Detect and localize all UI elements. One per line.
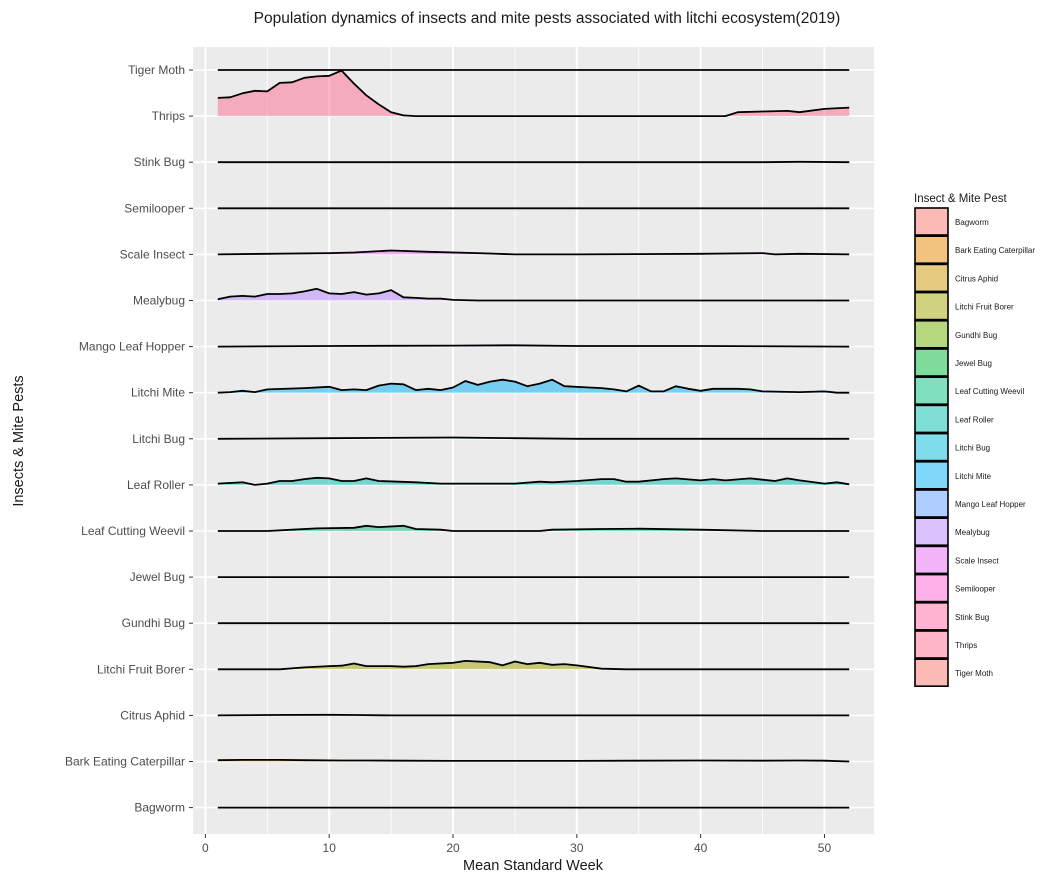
y-axis-ticks: Bagworm Bark Eating Caterpillar Citrus Aph…	[65, 63, 193, 815]
y-tick-label: Tiger Moth	[128, 63, 185, 77]
legend-label: Citrus Aphid	[955, 274, 998, 283]
y-axis-title: Insects & Mite Pests	[11, 375, 27, 506]
y-tick-label: Thrips	[152, 109, 185, 123]
ridge-line-leaf-cutting-weevil	[217, 524, 850, 532]
legend-label: Stink Bug	[955, 613, 989, 622]
ridge-line-thrips	[217, 69, 850, 117]
legend-label: Mealybug	[955, 528, 990, 537]
legend-label: Litchi Fruit Borer	[955, 303, 1014, 312]
y-tick-label: Mango Leaf Hopper	[79, 340, 185, 354]
legend-label: Scale Insect	[955, 556, 999, 565]
ridge-line-scale-insect	[217, 249, 850, 256]
y-tick-label: Litchi Mite	[131, 386, 185, 400]
y-tick-label: Scale Insect	[120, 247, 186, 261]
legend-label: Leaf Roller	[955, 415, 994, 424]
legend-swatch	[914, 376, 949, 406]
y-tick-label: Citrus Aphid	[120, 708, 185, 722]
ridge-fill-mealybug	[217, 288, 850, 301]
legend-swatch	[914, 517, 949, 547]
y-tick-label: Stink Bug	[134, 155, 185, 169]
legend-label: Semilooper	[955, 585, 996, 594]
ridge-line-mango-leaf-hopper	[217, 344, 850, 348]
legend-swatch	[914, 489, 949, 518]
x-axis-title: Mean Standard Week	[463, 858, 604, 874]
ridge-line-litchi-mite	[217, 378, 850, 394]
ridgelines	[217, 69, 850, 809]
legend-swatch	[914, 207, 949, 236]
ridge-line-mealybug	[217, 287, 850, 302]
legend-swatch	[914, 601, 949, 631]
ridge-line-bark-eating-caterpillar	[217, 759, 850, 763]
legend-swatch	[914, 432, 949, 462]
y-tick-label: Jewel Bug	[130, 570, 185, 584]
legend-label: Bagworm	[955, 218, 989, 227]
y-tick-label: Leaf Roller	[127, 478, 185, 492]
legend-swatch	[914, 630, 949, 659]
legend-label: Tiger Moth	[955, 669, 993, 678]
y-tick-label: Gundhi Bug	[122, 616, 185, 630]
ridge-fill-leaf-roller	[217, 477, 850, 485]
legend-label: Litchi Mite	[955, 472, 992, 481]
legend-swatch	[914, 460, 949, 490]
y-tick-label: Litchi Bug	[132, 432, 185, 446]
legend-label: Leaf Cutting Weevil	[955, 387, 1024, 396]
legend-swatch	[914, 404, 949, 434]
legend-title: Insect & Mite Pest	[914, 193, 1007, 205]
ridge-line-litchi-fruit-borer	[217, 660, 850, 671]
x-tick-label: 20	[446, 841, 460, 855]
legend-label: Bark Eating Caterpillar	[955, 246, 1035, 255]
x-axis-ticks: 0 10 20 30 40 50	[202, 834, 831, 855]
y-tick-label: Bark Eating Caterpillar	[65, 755, 185, 769]
legend-label: Mango Leaf Hopper	[955, 500, 1026, 509]
y-tick-label: Mealybug	[133, 294, 185, 308]
legend-swatch	[914, 545, 949, 575]
ridge-line-leaf-roller	[217, 476, 850, 486]
ridge-line-litchi-bug	[217, 436, 850, 440]
legend-swatch	[914, 235, 949, 264]
legend-swatch	[914, 573, 949, 603]
x-tick-label: 0	[202, 841, 209, 855]
x-tick-label: 10	[323, 841, 337, 855]
legend-swatch	[914, 263, 949, 293]
y-tick-label: Litchi Fruit Borer	[97, 662, 185, 676]
plot-panel	[193, 47, 874, 834]
legend-swatch	[914, 658, 949, 688]
y-tick-label: Semilooper	[124, 201, 185, 215]
legend-swatch	[914, 319, 949, 349]
y-tick-label: Leaf Cutting Weevil	[81, 524, 185, 538]
ridge-fill-thrips	[217, 70, 850, 117]
y-tick-label: Bagworm	[134, 801, 185, 815]
x-tick-label: 30	[570, 841, 584, 855]
chart-title: Population dynamics of insects and mite …	[254, 10, 841, 27]
x-tick-label: 40	[694, 841, 708, 855]
ridge-line-citrus-aphid	[217, 713, 850, 717]
legend-swatch	[914, 291, 949, 321]
legend-label: Thrips	[955, 641, 977, 650]
legend: Insect & Mite Pest Bagworm Bark Eating Ca…	[914, 193, 1035, 688]
ridge-fill-litchi-fruit-borer	[217, 660, 850, 670]
legend-swatch	[914, 348, 949, 377]
legend-label: Jewel Bug	[955, 359, 992, 368]
legend-label: Gundhi Bug	[955, 331, 997, 340]
legend-label: Litchi Bug	[955, 444, 990, 453]
x-tick-label: 50	[818, 841, 832, 855]
